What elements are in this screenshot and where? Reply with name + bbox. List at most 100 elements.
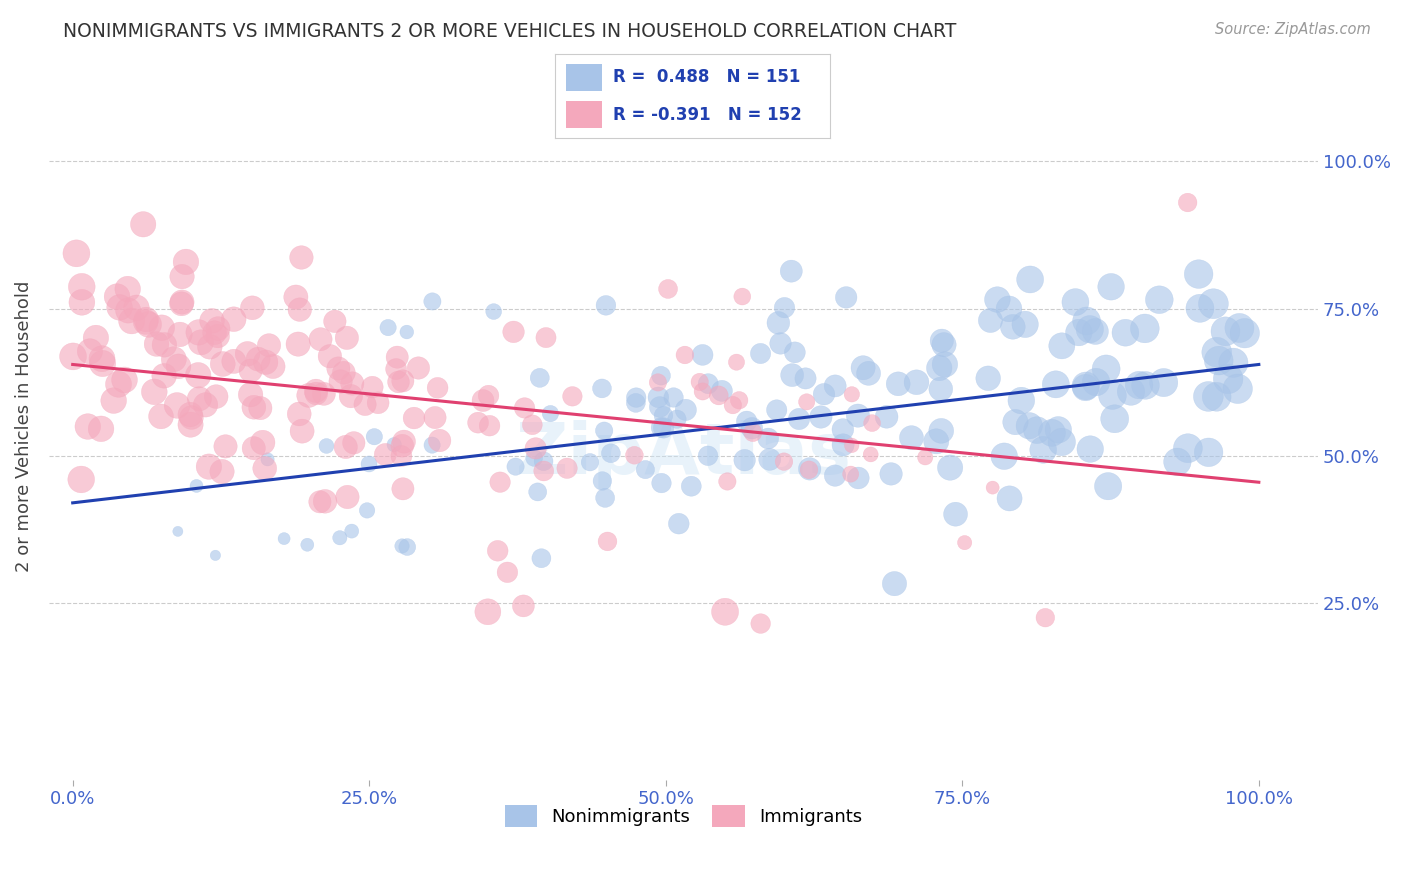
Point: [174, 255, 197, 269]
Point: [579, 455, 602, 469]
Point: [389, 449, 412, 463]
Point: [287, 337, 309, 351]
Point: [247, 352, 270, 367]
Point: [179, 408, 201, 422]
Point: [298, 388, 321, 402]
Point: [831, 422, 853, 436]
Point: [721, 398, 744, 412]
Point: [765, 403, 787, 417]
Point: [207, 329, 229, 343]
Point: [1215, 324, 1237, 338]
Legend: Nonimmigrants, Immigrants: Nonimmigrants, Immigrants: [498, 797, 869, 834]
Point: [876, 409, 898, 424]
Point: [194, 398, 217, 412]
Point: [166, 524, 188, 539]
Point: [135, 312, 157, 326]
Point: [198, 459, 221, 474]
Point: [697, 449, 720, 463]
Point: [1076, 314, 1098, 328]
Point: [361, 380, 384, 394]
Point: [236, 347, 259, 361]
Point: [929, 382, 952, 396]
Point: [153, 368, 176, 383]
Point: [377, 320, 399, 334]
Point: [356, 503, 378, 517]
Point: [657, 282, 679, 296]
Point: [336, 490, 359, 504]
Point: [835, 290, 858, 304]
Point: [979, 313, 1001, 327]
Point: [1047, 423, 1070, 437]
Point: [305, 384, 328, 398]
Point: [540, 407, 562, 421]
Point: [65, 246, 87, 260]
Point: [852, 360, 875, 375]
Point: [1064, 295, 1087, 310]
Point: [108, 301, 131, 315]
Point: [652, 409, 675, 423]
Point: [477, 388, 499, 402]
Point: [728, 393, 751, 408]
Point: [284, 290, 307, 304]
Point: [496, 566, 519, 580]
Point: [90, 422, 112, 436]
Point: [1202, 296, 1225, 310]
Point: [1188, 301, 1211, 316]
Point: [214, 439, 236, 453]
Point: [374, 448, 396, 462]
Point: [395, 325, 418, 339]
Point: [169, 327, 191, 342]
Point: [70, 279, 93, 293]
Point: [103, 393, 125, 408]
Point: [392, 374, 415, 388]
Point: [291, 424, 314, 438]
Point: [555, 461, 578, 475]
Point: [1229, 321, 1251, 335]
Point: [391, 439, 413, 453]
Point: [797, 463, 820, 477]
Point: [1067, 326, 1090, 340]
Point: [749, 346, 772, 360]
Point: [810, 409, 832, 424]
Point: [1177, 441, 1199, 455]
Point: [423, 410, 446, 425]
Point: [392, 482, 415, 496]
Point: [1004, 415, 1026, 429]
Point: [725, 355, 748, 369]
Point: [1050, 339, 1073, 353]
Point: [887, 376, 910, 391]
Point: [242, 441, 264, 455]
Point: [198, 340, 221, 354]
Point: [1084, 325, 1107, 339]
Point: [340, 389, 363, 403]
Point: [624, 396, 647, 410]
Point: [385, 362, 408, 376]
Point: [1233, 326, 1256, 341]
Point: [105, 290, 128, 304]
Point: [239, 387, 262, 401]
Point: [211, 465, 233, 479]
Point: [392, 434, 415, 449]
Point: [998, 491, 1021, 506]
Point: [1205, 390, 1227, 404]
Point: [595, 298, 617, 312]
Point: [1119, 384, 1142, 399]
Point: [768, 316, 790, 330]
Point: [117, 282, 139, 296]
Point: [84, 331, 107, 345]
Point: [526, 484, 548, 499]
Point: [647, 376, 669, 390]
Point: [846, 409, 869, 423]
Point: [1205, 345, 1227, 359]
Point: [533, 454, 555, 468]
Point: [170, 295, 193, 310]
Point: [796, 395, 818, 409]
Point: [477, 605, 499, 619]
Point: [841, 387, 863, 401]
Point: [993, 449, 1015, 463]
Point: [329, 531, 352, 545]
Point: [1074, 379, 1097, 393]
Point: [422, 294, 444, 309]
Point: [1149, 293, 1171, 307]
Point: [741, 425, 763, 440]
